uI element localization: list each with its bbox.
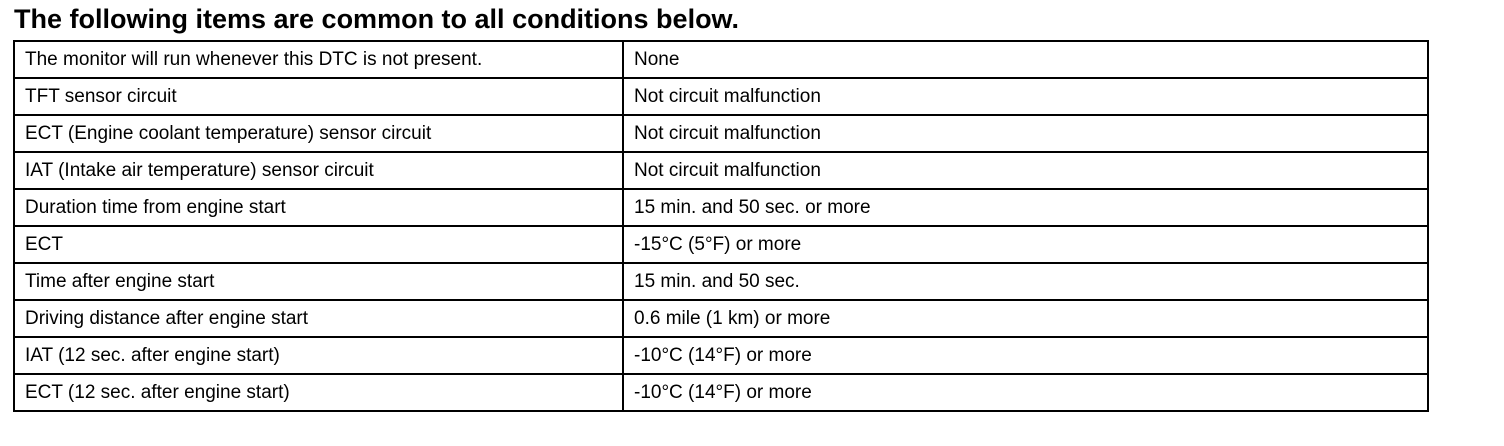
condition-cell: Duration time from engine start (13, 188, 624, 227)
condition-cell: IAT (Intake air temperature) sensor circ… (13, 151, 624, 190)
value-cell: -10°C (14°F) or more (622, 373, 1429, 412)
condition-cell: ECT (12 sec. after engine start) (13, 373, 624, 412)
table-row: Duration time from engine start 15 min. a… (13, 188, 1429, 227)
value-cell: None (622, 40, 1429, 79)
condition-cell: Time after engine start (13, 262, 624, 301)
table-row: IAT (Intake air temperature) sensor circ… (13, 151, 1429, 190)
condition-cell: ECT (Engine coolant temperature) sensor … (13, 114, 624, 153)
table-row: Driving distance after engine start 0.6 m… (13, 299, 1429, 338)
value-cell: 15 min. and 50 sec. (622, 262, 1429, 301)
table-row: ECT -15°C (5°F) or more (13, 225, 1429, 264)
condition-cell: The monitor will run whenever this DTC i… (13, 40, 624, 79)
value-cell: -10°C (14°F) or more (622, 336, 1429, 375)
table-row: TFT sensor circuit Not circuit malfunctio… (13, 77, 1429, 116)
value-cell: Not circuit malfunction (622, 77, 1429, 116)
table-row: IAT (12 sec. after engine start) -10°C (1… (13, 336, 1429, 375)
value-cell: -15°C (5°F) or more (622, 225, 1429, 264)
conditions-table: The monitor will run whenever this DTC i… (13, 40, 1429, 412)
table-row: ECT (Engine coolant temperature) sensor … (13, 114, 1429, 153)
table-row: The monitor will run whenever this DTC i… (13, 40, 1429, 79)
condition-cell: Driving distance after engine start (13, 299, 624, 338)
value-cell: 15 min. and 50 sec. or more (622, 188, 1429, 227)
table-row: ECT (12 sec. after engine start) -10°C (1… (13, 373, 1429, 412)
value-cell: Not circuit malfunction (622, 114, 1429, 153)
condition-cell: ECT (13, 225, 624, 264)
value-cell: Not circuit malfunction (622, 151, 1429, 190)
condition-cell: TFT sensor circuit (13, 77, 624, 116)
value-cell: 0.6 mile (1 km) or more (622, 299, 1429, 338)
title: The following items are common to all co… (14, 4, 740, 34)
condition-cell: IAT (12 sec. after engine start) (13, 336, 624, 375)
table-row: Time after engine start 15 min. and 50 se… (13, 262, 1429, 301)
